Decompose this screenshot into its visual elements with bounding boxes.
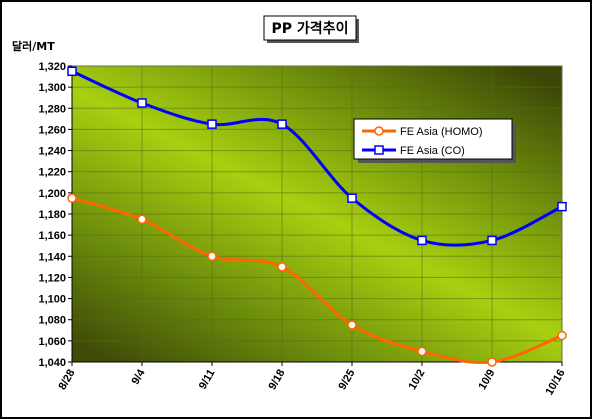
y-tick-label: 1,120 bbox=[38, 272, 66, 284]
series-line-homo bbox=[71, 196, 563, 365]
y-tick-label: 1,300 bbox=[38, 82, 66, 94]
y-tick-label: 1,280 bbox=[38, 103, 66, 115]
y-tick-label: 1,140 bbox=[38, 251, 66, 263]
data-point-co bbox=[347, 193, 357, 203]
legend: FE Asia (HOMO) FE Asia (CO) bbox=[353, 118, 516, 163]
data-point-homo bbox=[207, 251, 217, 262]
series-group bbox=[67, 66, 567, 367]
data-point-co bbox=[137, 98, 147, 108]
legend-marker-co bbox=[374, 145, 384, 155]
y-tick-label: 1,180 bbox=[38, 209, 66, 221]
legend-marker-homo bbox=[374, 126, 384, 136]
data-point-co bbox=[67, 66, 77, 77]
y-tick-label: 1,220 bbox=[38, 167, 66, 179]
data-point-co bbox=[207, 119, 217, 129]
y-tick-label: 1,200 bbox=[38, 188, 66, 200]
data-point-co bbox=[417, 235, 427, 246]
y-tick-label: 1,060 bbox=[38, 336, 66, 348]
data-point-homo bbox=[67, 193, 77, 203]
data-point-homo bbox=[417, 346, 427, 357]
legend-label-homo: FE Asia (HOMO) bbox=[400, 126, 483, 138]
y-axis-tick-labels: 1,040 1,060 1,080 1,100 1,120 1,140 1,160 1,180… bbox=[38, 61, 66, 369]
chart-title: PP 가격추이 bbox=[272, 20, 349, 37]
data-point-homo bbox=[557, 330, 567, 341]
y-tick-label: 1,160 bbox=[38, 230, 66, 242]
data-point-co bbox=[277, 119, 287, 129]
series-line-co bbox=[71, 69, 563, 247]
chart-title-box: PP 가격추이 bbox=[263, 15, 359, 43]
data-point-co bbox=[557, 201, 567, 212]
y-tick-label: 1,040 bbox=[38, 357, 66, 369]
title-border bbox=[263, 15, 357, 41]
y-tick-label: 1,320 bbox=[38, 61, 66, 73]
data-point-homo bbox=[347, 320, 357, 330]
data-point-homo bbox=[487, 357, 497, 367]
y-tick-label: 1,080 bbox=[38, 315, 66, 327]
y-tick-label: 1,240 bbox=[38, 146, 66, 158]
data-point-homo bbox=[137, 214, 147, 225]
y-tick-label: 1,100 bbox=[38, 294, 66, 306]
legend-label-co: FE Asia (CO) bbox=[400, 145, 465, 157]
y-axis-unit-label: 달러/MT bbox=[12, 39, 55, 53]
data-point-co bbox=[487, 235, 497, 246]
data-point-homo bbox=[277, 262, 287, 272]
y-tick-label: 1,260 bbox=[38, 124, 66, 136]
